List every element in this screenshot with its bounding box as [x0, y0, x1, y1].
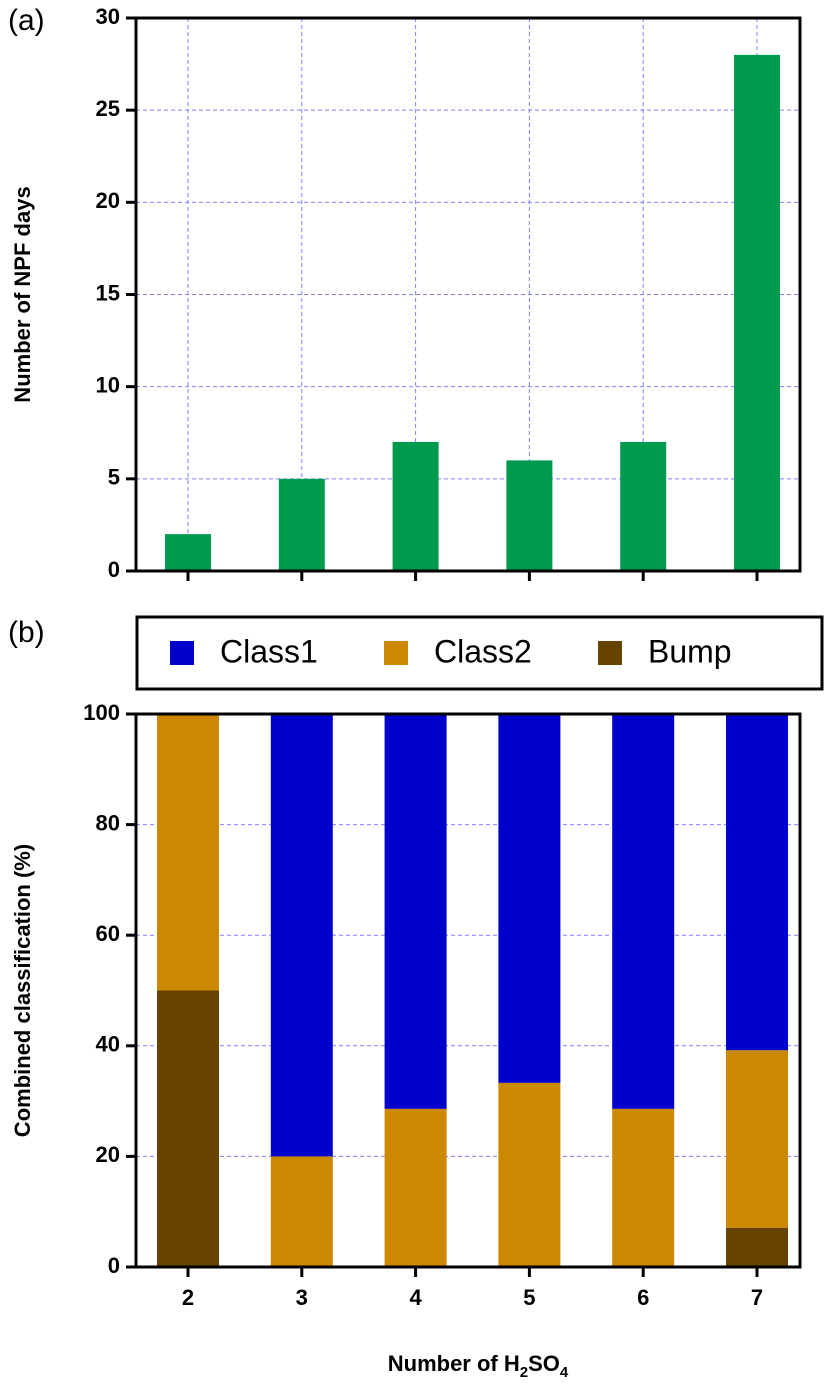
bar: [506, 460, 553, 571]
y-tick-label: 20: [96, 1142, 120, 1167]
y-tick-label: 80: [96, 810, 120, 835]
legend-box: [135, 615, 824, 691]
bar-segment: [270, 1156, 333, 1267]
legend-swatch: [598, 641, 622, 665]
bar-segment: [726, 1227, 788, 1267]
y-axis-label: Number of NPF days: [10, 186, 35, 402]
panel-label: (b): [8, 616, 45, 649]
y-tick-label: 60: [96, 921, 120, 946]
x-axis-label: Number of H2SO4: [388, 1351, 569, 1382]
bar: [278, 478, 325, 571]
x-tick-label: 7: [751, 1285, 763, 1310]
x-tick-label: 2: [182, 1285, 194, 1310]
legend-label: Class2: [434, 633, 532, 669]
plot-frame: [134, 16, 802, 573]
y-axis-label: Combined classification (%): [10, 844, 35, 1137]
y-tick-label: 100: [83, 700, 120, 725]
panel-label: (a): [8, 4, 45, 37]
legend-label: Bump: [648, 633, 732, 669]
plot-frame: [134, 712, 802, 1269]
bar-segment: [270, 714, 333, 1157]
bar-segment: [612, 714, 675, 1109]
bar: [620, 441, 667, 571]
bar-segment: [726, 1050, 788, 1228]
bar-segment: [384, 1108, 447, 1267]
bar: [392, 441, 439, 571]
y-tick-label: 0: [108, 557, 120, 582]
y-tick-label: 10: [96, 372, 120, 397]
y-tick-label: 5: [108, 465, 120, 490]
legend-swatch: [170, 641, 194, 665]
legend-label: Class1: [220, 633, 318, 669]
legend-swatch: [384, 641, 408, 665]
y-tick-label: 30: [96, 4, 120, 29]
bar-segment: [726, 714, 788, 1051]
y-tick-label: 40: [96, 1032, 120, 1057]
x-tick-label: 4: [409, 1285, 422, 1310]
x-tick-label: 5: [523, 1285, 535, 1310]
x-tick-label: 3: [296, 1285, 308, 1310]
y-tick-label: 0: [108, 1253, 120, 1278]
bar-segment: [498, 714, 561, 1083]
bar-segment: [157, 714, 219, 991]
bar-segment: [157, 990, 219, 1267]
x-tick-label: 6: [637, 1285, 649, 1310]
bar-segment: [384, 714, 447, 1109]
y-tick-label: 15: [96, 280, 120, 305]
bar: [165, 534, 211, 571]
bar-segment: [612, 1108, 675, 1267]
y-tick-label: 20: [96, 188, 120, 213]
bar-segment: [498, 1082, 561, 1267]
y-tick-label: 25: [96, 96, 120, 121]
bar: [734, 54, 780, 572]
